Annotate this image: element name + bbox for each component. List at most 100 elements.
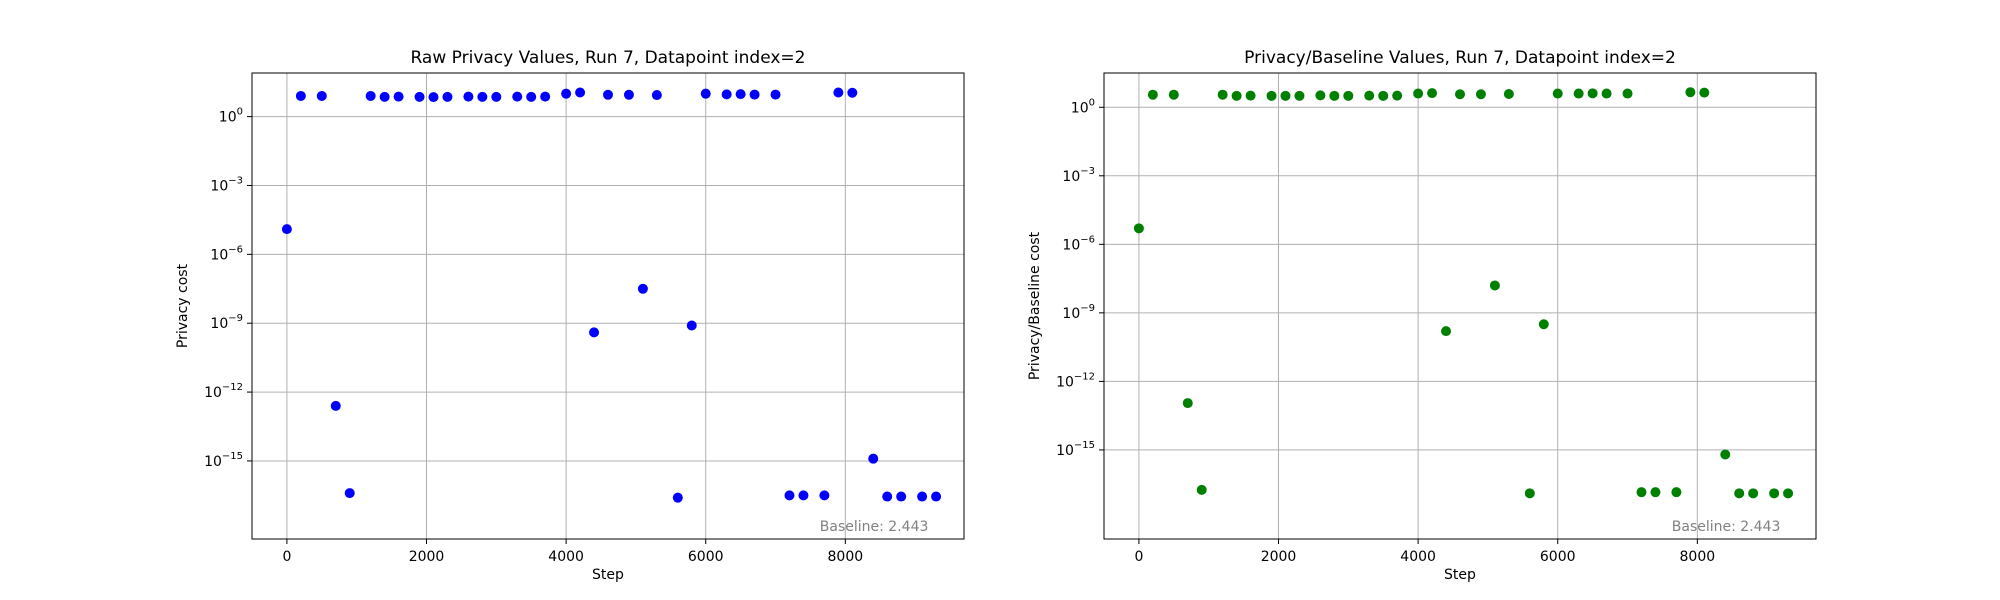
data-point: [847, 87, 858, 98]
y-tick-label: 10−3: [210, 175, 243, 194]
data-point: [1601, 88, 1612, 99]
data-point: [414, 91, 425, 102]
y-tick-exponent: −3: [228, 175, 243, 186]
data-point: [784, 490, 795, 501]
plot-frame: [1103, 72, 1817, 540]
y-tick-base: 10: [1062, 169, 1080, 185]
x-tick-label: 0: [282, 549, 291, 565]
data-point: [365, 90, 376, 101]
y-tick-label: 10−12: [1056, 371, 1095, 390]
data-point: [477, 91, 488, 102]
data-point: [603, 89, 613, 100]
y-tick-base: 10: [1056, 443, 1074, 459]
data-point: [1455, 89, 1465, 100]
data-point: [917, 491, 928, 502]
data-point: [1636, 487, 1647, 498]
data-points: [281, 87, 942, 503]
y-tick-exponent: −9: [1080, 303, 1095, 314]
y-tick-base: 10: [204, 454, 222, 470]
data-point: [770, 89, 781, 100]
data-points: [1133, 87, 1794, 499]
data-point: [1650, 487, 1661, 498]
data-point: [833, 87, 844, 98]
privacy-baseline-chart: 0 2000 4000 6000 800010010−310−610−910−1210−…: [1027, 48, 1817, 583]
data-point: [330, 400, 341, 411]
baseline-annotation: Baseline: 2.443: [1672, 519, 1781, 535]
grid-lines: [1104, 73, 1816, 539]
chart-title: Privacy/Baseline Values, Run 7, Datapoin…: [1244, 48, 1676, 68]
data-point: [749, 89, 760, 100]
data-point: [1552, 88, 1563, 99]
data-point: [1329, 90, 1340, 101]
data-point: [526, 91, 537, 102]
y-tick-base: 10: [1056, 374, 1074, 390]
data-point: [1378, 90, 1389, 101]
data-point: [1266, 90, 1277, 101]
data-point: [882, 491, 893, 502]
data-point: [1217, 89, 1228, 100]
data-point: [637, 283, 648, 294]
data-point: [1245, 90, 1256, 101]
data-point: [931, 491, 942, 502]
y-tick-label: 10−6: [1062, 234, 1095, 253]
x-tick-label: 0: [1134, 549, 1143, 565]
data-point: [428, 92, 439, 103]
y-tick-label: 100: [1071, 97, 1095, 116]
x-axis-label: Step: [1444, 567, 1476, 583]
data-point: [393, 91, 404, 102]
data-point: [651, 90, 662, 101]
data-point: [1699, 87, 1710, 98]
data-point: [1573, 88, 1584, 99]
y-tick-base: 10: [210, 178, 228, 194]
data-point: [281, 224, 292, 235]
x-tick-label: 8000: [1680, 549, 1716, 565]
x-tick-label: 2000: [409, 549, 445, 565]
y-tick-exponent: 0: [237, 107, 243, 118]
y-tick-base: 10: [210, 247, 228, 263]
data-point: [1720, 449, 1731, 460]
y-tick-label: 10−15: [1056, 440, 1095, 459]
raw-privacy-chart: 0 2000 4000 6000 800010010−310−610−910−1210−…: [175, 48, 965, 583]
data-point: [1685, 87, 1696, 98]
plot-frame: [251, 72, 965, 540]
y-tick-base: 10: [1062, 306, 1080, 322]
data-point: [442, 91, 453, 102]
data-point: [1364, 90, 1375, 101]
y-tick-base: 10: [219, 110, 237, 126]
data-point: [1748, 488, 1759, 499]
data-point: [1587, 88, 1598, 99]
data-point: [1133, 223, 1144, 234]
data-point: [819, 490, 830, 501]
data-point: [1734, 488, 1745, 499]
x-axis-label: Step: [592, 567, 624, 583]
data-point: [896, 491, 907, 502]
y-tick-label: 10−6: [210, 244, 243, 263]
data-point: [1475, 89, 1486, 100]
data-point: [1427, 88, 1438, 99]
y-tick-label: 10−15: [204, 451, 243, 470]
data-point: [1182, 398, 1193, 409]
data-point: [316, 90, 327, 101]
data-point: [1231, 90, 1242, 101]
x-tick-label: 4000: [1400, 549, 1436, 565]
y-tick-base: 10: [1062, 237, 1080, 253]
y-axis-label: Privacy cost: [175, 263, 191, 348]
data-point: [623, 89, 634, 100]
y-tick-label: 10−12: [204, 382, 243, 401]
data-point: [1294, 90, 1305, 101]
y-tick-exponent: −9: [228, 313, 243, 324]
data-point: [379, 91, 390, 102]
y-tick-label: 10−9: [1062, 303, 1095, 322]
data-point: [1168, 89, 1179, 100]
baseline-annotation: Baseline: 2.443: [820, 519, 929, 535]
x-tick-label: 2000: [1261, 549, 1297, 565]
y-tick-base: 10: [204, 385, 222, 401]
data-point: [1783, 488, 1794, 499]
y-tick-base: 10: [1071, 100, 1089, 116]
grid-lines: [252, 73, 964, 539]
y-tick-exponent: −6: [1080, 234, 1095, 245]
y-tick-label: 10−3: [1062, 166, 1095, 185]
data-point: [1769, 488, 1780, 499]
y-tick-exponent: −3: [1080, 166, 1095, 177]
